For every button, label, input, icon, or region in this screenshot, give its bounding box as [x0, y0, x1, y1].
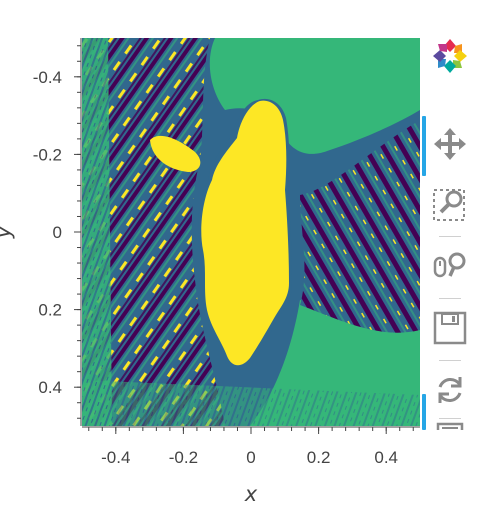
- y-axis: -0.4 -0.2 0 0.2 0.4 y: [0, 38, 82, 426]
- y-tick-label: -0.4: [33, 68, 62, 87]
- x-axis-label: x: [244, 482, 258, 506]
- reset-icon[interactable]: [428, 368, 472, 412]
- save-icon[interactable]: [428, 306, 472, 350]
- image-region-right-range: [300, 120, 420, 333]
- bokeh-logo-icon[interactable]: [428, 34, 472, 78]
- y-tick-label: -0.2: [33, 145, 62, 164]
- x-tick-label: 0.2: [307, 448, 331, 467]
- image-region-bottom: [82, 380, 420, 426]
- y-axis-label: y: [0, 225, 15, 239]
- wheel-zoom-icon[interactable]: [428, 244, 472, 288]
- image-region-small-flat: [150, 135, 201, 172]
- x-tick-label: 0: [246, 448, 255, 467]
- hover-active-indicator: [422, 394, 426, 430]
- pan-active-indicator: [422, 116, 426, 176]
- toolbar-separator: [439, 298, 461, 299]
- image-region-left-range: [82, 38, 225, 426]
- image-region-upper-plain: [209, 38, 420, 154]
- plot-toolbar: [422, 30, 478, 430]
- x-major-ticks: -0.4 -0.2 0 0.2 0.4: [101, 427, 398, 467]
- box-zoom-icon[interactable]: [428, 182, 472, 226]
- heatmap-image[interactable]: [82, 38, 420, 426]
- y-tick-label: 0.2: [38, 301, 62, 320]
- image-region-lake: [201, 100, 289, 366]
- toolbar-separator: [439, 360, 461, 361]
- x-tick-label: -0.4: [101, 448, 130, 467]
- toolbar-separator: [439, 418, 461, 419]
- x-tick-label: -0.2: [169, 448, 198, 467]
- y-major-ticks: -0.4 -0.2 0 0.2 0.4: [33, 68, 81, 397]
- toolbar-separator: [439, 236, 461, 237]
- y-tick-label: 0.4: [38, 378, 62, 397]
- image-region-left-edge: [82, 38, 112, 426]
- hover-icon[interactable]: [428, 422, 472, 430]
- x-tick-label: 0.4: [374, 448, 398, 467]
- pan-icon[interactable]: [428, 122, 472, 166]
- y-tick-label: 0: [53, 223, 62, 242]
- x-axis: -0.4 -0.2 0 0.2 0.4 x: [82, 426, 420, 506]
